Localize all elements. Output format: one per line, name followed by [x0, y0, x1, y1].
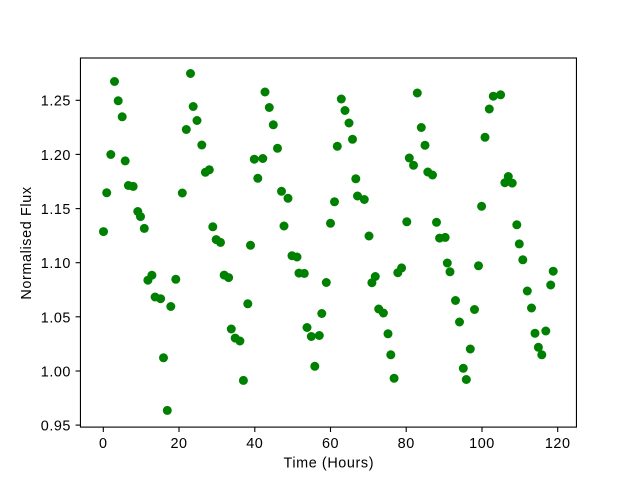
svg-text:0.95: 0.95 [41, 419, 71, 435]
svg-text:100: 100 [469, 436, 495, 452]
svg-text:40: 40 [246, 436, 263, 452]
svg-text:80: 80 [398, 436, 415, 452]
svg-text:1.00: 1.00 [41, 364, 71, 380]
svg-text:60: 60 [322, 436, 339, 452]
svg-text:1.05: 1.05 [41, 310, 71, 326]
svg-text:1.25: 1.25 [41, 94, 71, 110]
svg-text:1.10: 1.10 [41, 256, 71, 272]
svg-text:0: 0 [99, 436, 108, 452]
svg-text:20: 20 [170, 436, 187, 452]
svg-text:Time (Hours): Time (Hours) [283, 456, 374, 472]
svg-text:1.15: 1.15 [41, 202, 71, 218]
svg-text:1.20: 1.20 [41, 148, 71, 164]
svg-text:Normalised Flux: Normalised Flux [19, 186, 35, 299]
svg-text:120: 120 [545, 436, 571, 452]
